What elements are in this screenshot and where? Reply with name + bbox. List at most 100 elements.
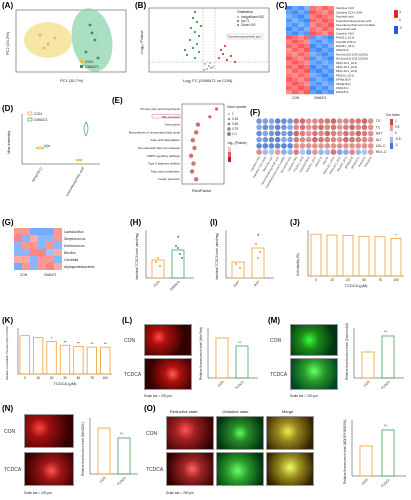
panel-i: (I) * Ctrl⁰⁰ Rif⁰⁰ Intestinal TCDCA leve… bbox=[210, 218, 280, 300]
corr-dot bbox=[305, 124, 312, 131]
heat-cell bbox=[298, 35, 304, 40]
corr-dot bbox=[355, 149, 362, 155]
corr-dot bbox=[299, 118, 306, 124]
heat-cell bbox=[316, 73, 322, 78]
col-reductive: Reductive state bbox=[170, 409, 198, 414]
term-label: Type II diabetes mellitus bbox=[148, 162, 181, 166]
heat-cell bbox=[292, 56, 298, 61]
row-label: Glycocholic acid bbox=[336, 27, 357, 31]
legend-con: CON bbox=[85, 60, 93, 64]
term-label: Biosynthesis of unsaturated fatty acids bbox=[129, 130, 181, 134]
heat-cell bbox=[38, 249, 46, 256]
heat-cell bbox=[286, 18, 292, 23]
sig-mark: * bbox=[257, 234, 260, 240]
heat-cell bbox=[304, 18, 310, 23]
legend-size-dot bbox=[227, 117, 231, 121]
y-axis-label: Relative fluorescence level (Nile Red) bbox=[199, 327, 203, 380]
row-label: SPH(d18:0) bbox=[336, 78, 351, 82]
enrichment-dot bbox=[195, 122, 201, 127]
corr-dot bbox=[268, 136, 275, 143]
corr-dot bbox=[330, 149, 337, 155]
panel-e-label: (E) bbox=[112, 96, 123, 105]
panel-a-label: (A) bbox=[2, 1, 14, 10]
heat-cell bbox=[304, 27, 310, 32]
row-label: Alphaproteobacteria bbox=[63, 265, 94, 269]
heat-cell bbox=[316, 64, 322, 69]
legend-size-dot bbox=[227, 127, 231, 131]
sig-mark: ** bbox=[238, 340, 242, 345]
heat-cell bbox=[298, 69, 304, 74]
legend-title: Cor Index bbox=[386, 113, 400, 117]
corr-dot bbox=[281, 136, 287, 143]
panel-n-label: (N) bbox=[2, 404, 14, 413]
corr-dot bbox=[299, 143, 306, 149]
pca-plot: CON GW6471 PC1 (30.7%) PC2 (20.3%) bbox=[5, 8, 127, 83]
corr-dot bbox=[361, 124, 368, 131]
heat-cell bbox=[322, 56, 328, 61]
scale-swatch bbox=[393, 9, 399, 19]
scale-bar: Scale bar = 200 μm bbox=[24, 491, 52, 495]
corr-dot bbox=[330, 130, 337, 137]
corr-dot bbox=[281, 149, 287, 155]
corr-dot bbox=[274, 124, 281, 131]
heat-cell bbox=[316, 69, 322, 74]
term-label: Bile secretion bbox=[162, 115, 180, 119]
micrograph-con bbox=[290, 324, 338, 356]
heat-cell bbox=[292, 69, 298, 74]
panel-e: (E) Primary bile acid biosynthesis Bile s… bbox=[112, 96, 252, 196]
sig-mark: ** bbox=[384, 423, 388, 428]
corr-dot bbox=[281, 143, 287, 149]
group-label: GW6471 bbox=[314, 96, 327, 100]
corr-dot bbox=[330, 124, 337, 131]
heat-cell bbox=[316, 14, 322, 19]
corr-dot bbox=[330, 143, 337, 149]
row-tcdca: TCDCA bbox=[146, 467, 164, 473]
heat-cell bbox=[46, 235, 54, 242]
panel-f: (F) TG TC AST ALT LDL-C HDL-C Carnitine C4:0 Ca… bbox=[249, 108, 411, 218]
corr-dot bbox=[312, 136, 318, 143]
x-tick: 100 bbox=[393, 278, 399, 282]
row-label: DG(18:1_18:1) bbox=[336, 44, 355, 48]
heat-cell bbox=[54, 242, 62, 249]
heat-cell bbox=[316, 43, 322, 48]
legend-insig: Insignificant:932 bbox=[241, 15, 264, 19]
corr-dot bbox=[287, 136, 293, 143]
x-tick-sph: SPH(d18:1) bbox=[31, 167, 43, 183]
heat-cell bbox=[30, 263, 38, 270]
heat-cell bbox=[310, 64, 316, 69]
heat-cell bbox=[286, 73, 292, 78]
panel-d-label: (D) bbox=[2, 104, 14, 113]
y-axis-label: Intestinal TCDCA level (nmol/mg) bbox=[135, 233, 139, 280]
corr-dot bbox=[312, 130, 318, 137]
col-label: PE(16:0_18:1) bbox=[336, 156, 348, 173]
heat-cell bbox=[298, 73, 304, 78]
heat-cell bbox=[292, 18, 298, 23]
row-label: FFA(16:1) bbox=[336, 86, 349, 90]
term-label: Ferroptosis bbox=[165, 123, 181, 127]
heat-cell bbox=[310, 31, 316, 36]
heat-cell bbox=[304, 64, 310, 69]
panel-o: (O) Reductive state Oxidative state Merg… bbox=[144, 404, 411, 500]
corr-dot bbox=[274, 136, 281, 143]
heat-cell bbox=[292, 85, 298, 90]
row-label: FFA(18:2) bbox=[336, 90, 349, 94]
panel-l-label: (L) bbox=[122, 316, 133, 325]
heat-cell bbox=[298, 52, 304, 57]
heat-cell bbox=[316, 39, 322, 44]
corr-dot bbox=[293, 130, 300, 137]
heat-cell bbox=[304, 43, 310, 48]
row-label: FFA(22:3) bbox=[336, 48, 349, 52]
heat-cell bbox=[286, 14, 292, 19]
heat-cell bbox=[322, 18, 328, 23]
corr-dot bbox=[349, 124, 355, 131]
heat-cell bbox=[292, 31, 298, 36]
corr-dot bbox=[318, 124, 324, 131]
heat-cell bbox=[14, 256, 22, 263]
heat-cell bbox=[322, 90, 328, 95]
corr-dot bbox=[281, 124, 287, 131]
heat-cell bbox=[298, 39, 304, 44]
heat-cell bbox=[316, 22, 322, 27]
x-axis-label: RichFactor bbox=[192, 188, 212, 193]
heat-cell bbox=[322, 10, 328, 15]
legend-size-label: 0.25 bbox=[232, 117, 238, 121]
